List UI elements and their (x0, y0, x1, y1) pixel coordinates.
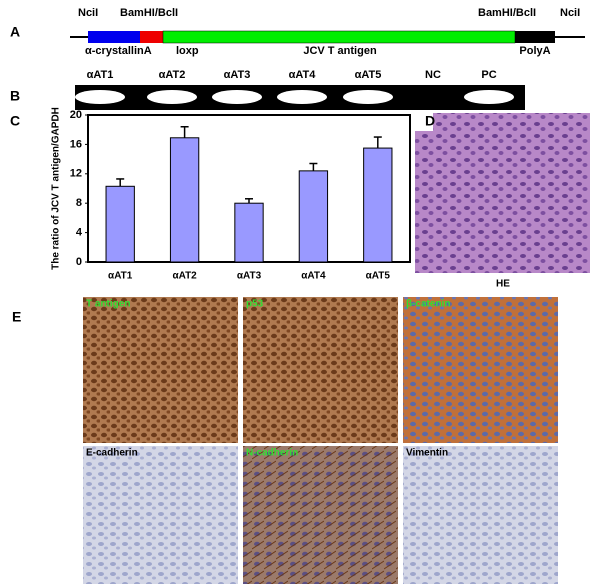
site-label: NciI (78, 7, 98, 19)
y-tick-label: 12 (70, 168, 82, 180)
panel-label: D (425, 113, 435, 129)
polya-box (515, 31, 555, 43)
lane-label: αAT1 (87, 69, 114, 81)
x-tick-label: αAT5 (366, 271, 391, 282)
site-label: BamHI/BclI (120, 7, 178, 19)
x-tick-label: αAT4 (301, 271, 326, 282)
site-label: NciI (560, 7, 580, 19)
he-image (415, 113, 590, 273)
bar (105, 185, 135, 263)
y-axis-label: The ratio of JCV T antigen/GAPDH (51, 107, 62, 270)
element-label: loxp (176, 45, 199, 57)
lane-label: αAT4 (289, 69, 317, 81)
ihc-label: Vimentin (406, 448, 448, 459)
loxp-box (140, 31, 163, 43)
ihc-label: N-cadherin (246, 448, 298, 459)
bar (234, 202, 264, 263)
panel-label: B (10, 88, 20, 104)
gel-band (75, 90, 125, 104)
lane-label: NC (425, 69, 441, 81)
panel-label: E (12, 309, 21, 325)
gel-band (277, 90, 327, 104)
layout (70, 30, 590, 584)
lane-label: αAT3 (224, 69, 251, 81)
x-tick-label: αAT1 (108, 271, 133, 282)
x-tick-label: αAT2 (172, 271, 197, 282)
promoter-box (88, 31, 140, 43)
site-label: BamHI/BclI (478, 7, 536, 19)
ihc-label: p53 (246, 299, 264, 310)
panel-label: A (10, 24, 20, 40)
ihc-label: T antigen (86, 299, 130, 310)
gel-band (343, 90, 393, 104)
gel-band (147, 90, 197, 104)
x-tick-label: αAT3 (237, 271, 262, 282)
ihc-label: β-catenin (406, 299, 450, 310)
label-box (415, 113, 433, 131)
bar (298, 170, 329, 263)
element-label: α-crystallinA (85, 45, 152, 57)
gel-band (212, 90, 262, 104)
ihc-label: E-cadherin (86, 448, 138, 459)
y-tick-label: 20 (70, 109, 82, 121)
y-tick-label: 8 (76, 197, 82, 209)
ihc-image (83, 297, 238, 443)
ihc-image (403, 297, 558, 443)
bar (169, 137, 200, 263)
y-tick-label: 16 (70, 138, 82, 150)
ihc-image (243, 297, 398, 443)
gene-box (162, 30, 516, 44)
lane-label: αAT2 (159, 69, 186, 81)
y-tick-label: 4 (76, 227, 83, 239)
bar (363, 147, 393, 263)
lane-label: αAT5 (355, 69, 382, 81)
he-label: HE (496, 279, 510, 290)
lane-label: PC (481, 69, 496, 81)
ihc-image (403, 446, 558, 584)
ihc-image (83, 446, 238, 584)
ihc-image (243, 446, 398, 584)
gel-band (464, 90, 514, 104)
element-label: PolyA (519, 45, 550, 57)
y-tick-label: 0 (76, 256, 82, 268)
panel-label: C (10, 113, 20, 129)
element-label: JCV T antigen (303, 45, 377, 57)
